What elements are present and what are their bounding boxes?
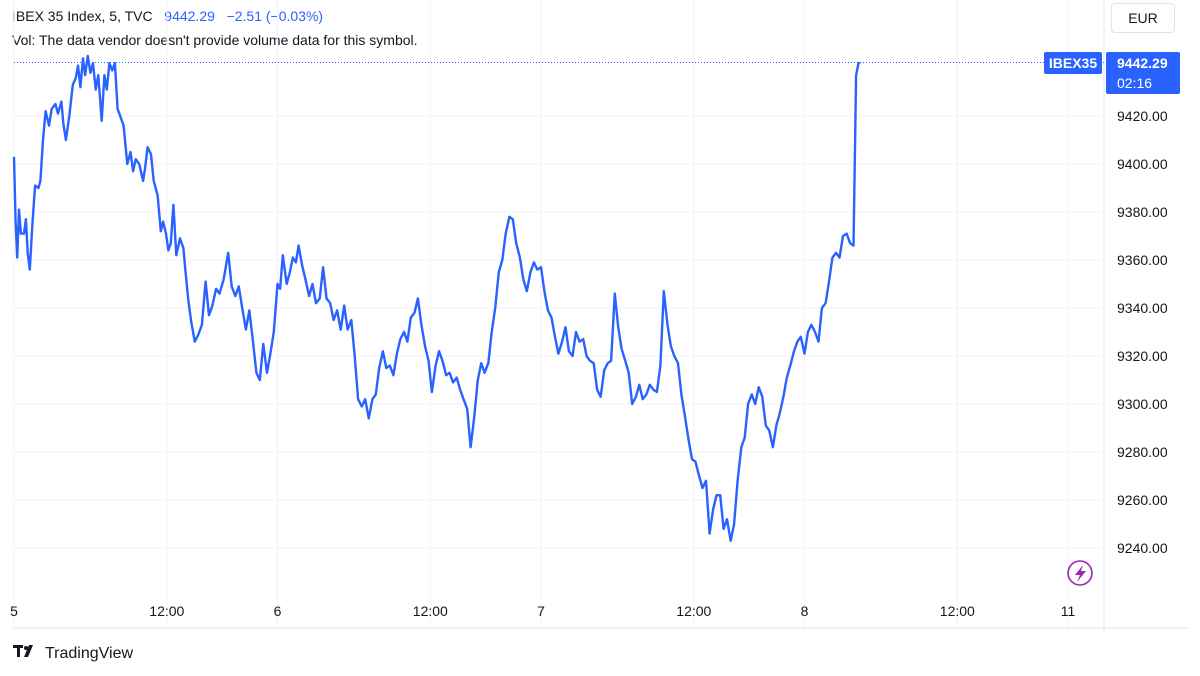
price-tick-label: 9280.00 [1117, 444, 1168, 460]
price-tag-countdown: 02:16 [1117, 75, 1152, 91]
time-tick-label: 12:00 [940, 603, 975, 619]
time-tick-label: 8 [801, 603, 809, 619]
legend-symbol-line: IBEX 35 Index, 5, TVC 9442.29 −2.51 (−0.… [12, 7, 418, 25]
price-tag[interactable]: IBEX35 9442.29 02:16 [1044, 52, 1180, 94]
price-series-line [12, 54, 861, 542]
symbol-tag-label: IBEX35 [1049, 55, 1097, 71]
time-tick-label: 12:00 [149, 603, 184, 619]
lightning-icon[interactable] [1067, 560, 1093, 586]
price-tick-label: 9360.00 [1117, 252, 1168, 268]
time-tick-label: 11 [1061, 603, 1076, 619]
price-tick-label: 9380.00 [1117, 204, 1168, 220]
price-tick-label: 9340.00 [1117, 300, 1168, 316]
brand-label: TradingView [45, 644, 134, 662]
price-axis-labels: 9240.00 9260.00 9280.00 9300.00 9320.00 9340.… [1117, 108, 1168, 556]
price-tick-label: 9400.00 [1117, 156, 1168, 172]
time-tick-label: 6 [274, 603, 282, 619]
time-tick-label: 7 [537, 603, 545, 619]
price-tick-label: 9300.00 [1117, 396, 1168, 412]
last-price: 9442.29 [164, 8, 215, 24]
tradingview-logo-icon [13, 643, 39, 664]
time-tick-label: 5 [10, 603, 18, 619]
price-tick-label: 9320.00 [1117, 348, 1168, 364]
price-change: −2.51 (−0.03%) [226, 8, 324, 24]
price-tick-label: 9260.00 [1117, 492, 1168, 508]
price-tag-price: 9442.29 [1117, 55, 1168, 71]
currency-button[interactable]: EUR [1111, 3, 1175, 33]
time-axis-labels: 5 12:00 6 12:00 7 12:00 8 12:00 11 [10, 603, 1075, 619]
tradingview-brand[interactable]: TradingView [13, 643, 133, 664]
price-tick-label: 9240.00 [1117, 540, 1168, 556]
time-tick-label: 12:00 [413, 603, 448, 619]
symbol-title[interactable]: IBEX 35 Index, 5, TVC [12, 8, 153, 24]
symbol-tag-bg [1044, 52, 1102, 74]
time-tick-label: 12:00 [676, 603, 711, 619]
chart-legend: IBEX 35 Index, 5, TVC 9442.29 −2.51 (−0.… [12, 7, 418, 49]
chart-grid [13, 0, 1104, 628]
price-tick-label: 9420.00 [1117, 108, 1168, 124]
price-tag-bg [1106, 52, 1180, 94]
volume-note: Vol: The data vendor doesn't provide vol… [12, 32, 418, 48]
